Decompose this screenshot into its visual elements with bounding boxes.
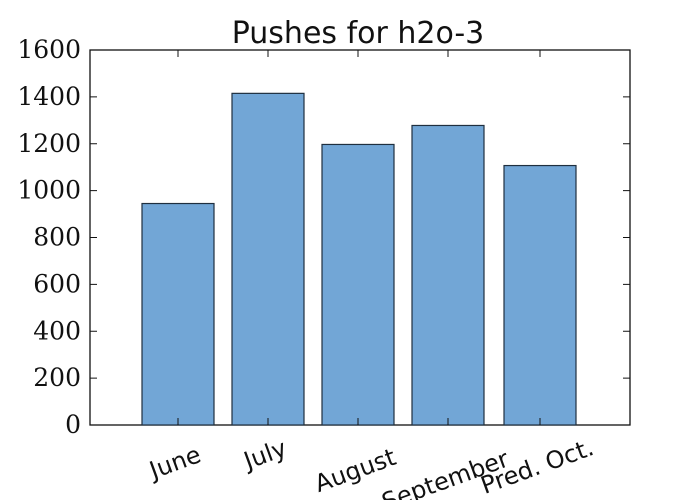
bar-june bbox=[141, 202, 215, 426]
y-tick-label: 400 bbox=[33, 316, 81, 345]
y-tick-label: 0 bbox=[65, 410, 81, 439]
y-tick-label: 800 bbox=[33, 223, 81, 252]
x-tick-label: Pred. Oct. bbox=[477, 433, 597, 500]
y-tick-label: 200 bbox=[33, 363, 81, 392]
y-tick-label: 1400 bbox=[17, 82, 81, 111]
x-tick-label: July bbox=[238, 434, 290, 476]
y-tick-label: 600 bbox=[33, 269, 81, 298]
y-tick-label: 1200 bbox=[17, 129, 81, 158]
chart-title: Pushes for h2o-3 bbox=[232, 16, 485, 51]
bar-july bbox=[231, 92, 305, 426]
bar-september bbox=[411, 124, 485, 426]
x-tick-label: June bbox=[144, 440, 205, 485]
y-tick-label: 1600 bbox=[17, 35, 81, 64]
y-tick-label: 1000 bbox=[17, 176, 81, 205]
bar-pred-oct- bbox=[503, 164, 577, 426]
bar-august bbox=[321, 143, 395, 426]
